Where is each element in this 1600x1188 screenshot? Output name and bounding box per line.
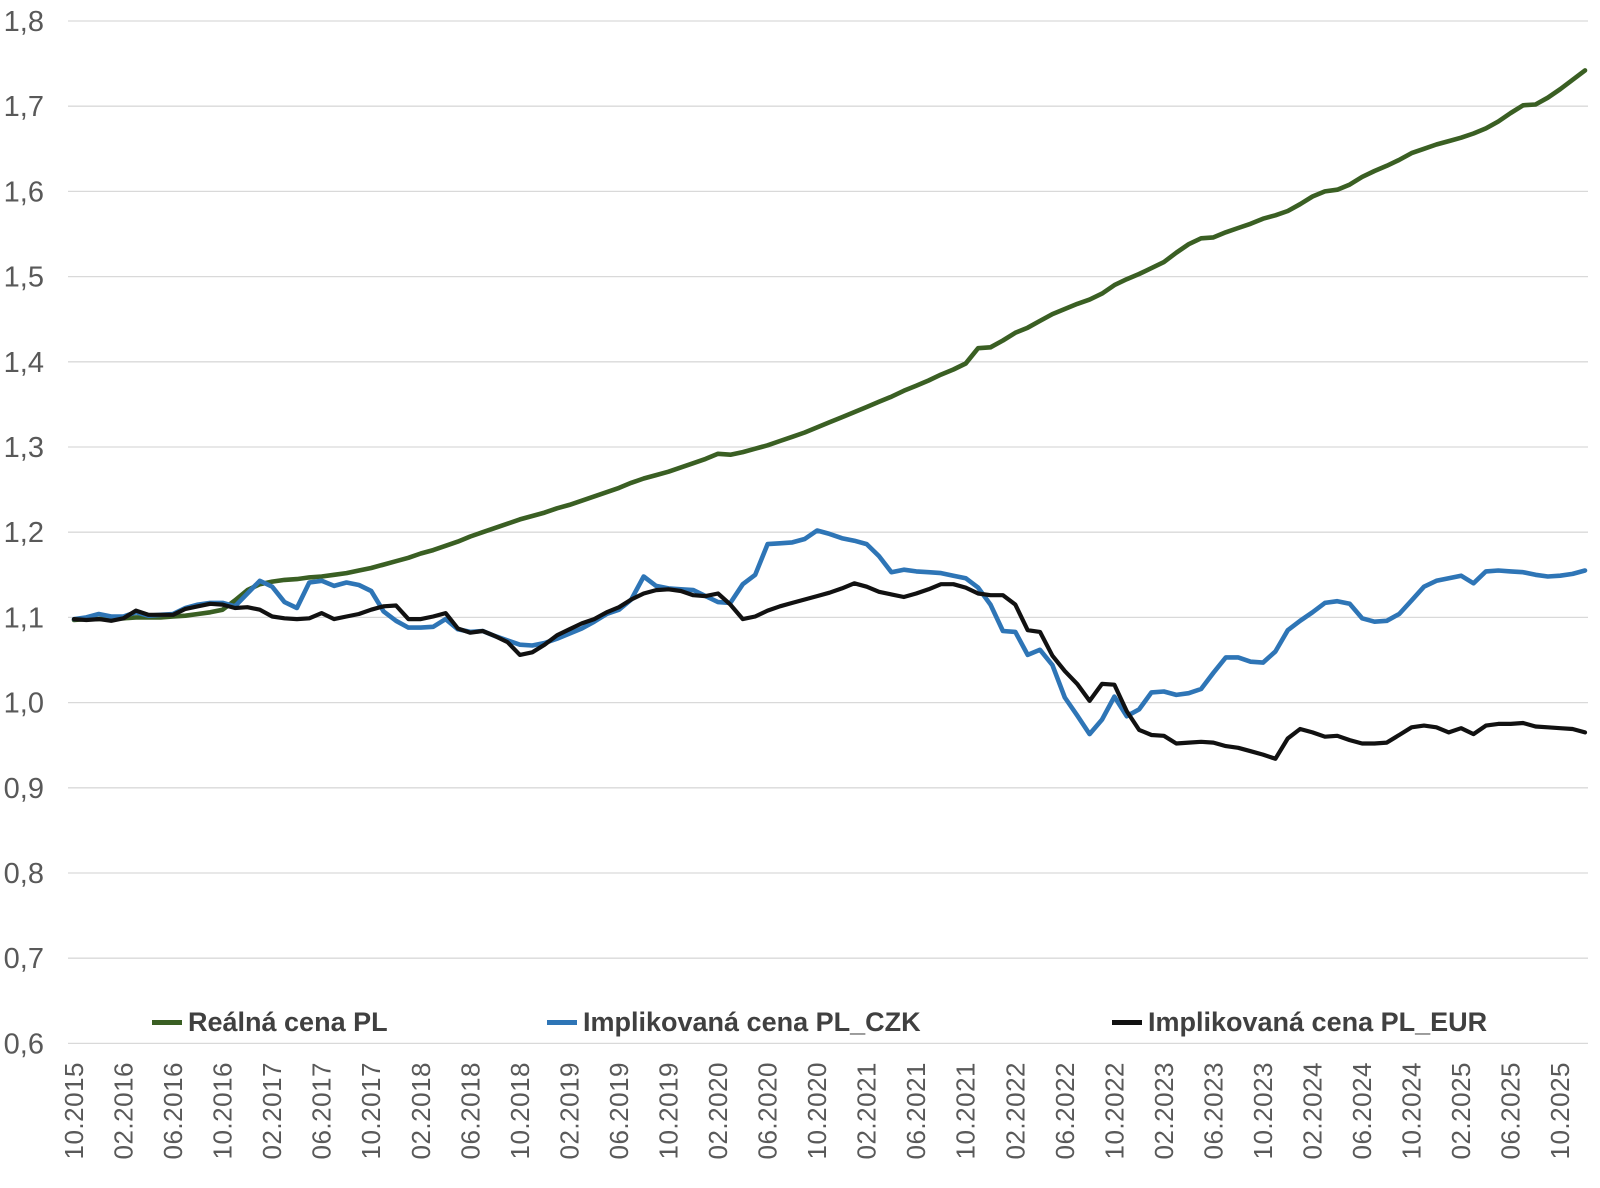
x-axis-tick: 10.2018 — [505, 1062, 535, 1159]
x-axis-tick: 10.2015 — [59, 1062, 89, 1159]
y-axis-tick: 1,3 — [4, 432, 44, 464]
x-axis-tick: 02.2019 — [554, 1062, 584, 1159]
x-axis-tick: 02.2025 — [1446, 1062, 1476, 1159]
y-axis-tick-labels: 1,8 1,7 1,6 1,5 1,4 1,3 1,2 1,1 1,0 0,9 0,8 0,7 0,6 — [4, 6, 44, 1060]
x-axis-tick: 10.2025 — [1545, 1062, 1575, 1159]
x-axis-tick: 06.2020 — [753, 1062, 783, 1159]
series-line-implikovan-cena-pl-eur — [71, 581, 1588, 761]
y-axis-tick: 1,1 — [4, 602, 44, 634]
y-axis-tick: 1,2 — [4, 517, 44, 549]
legend-label: Implikovaná cena PL_CZK — [583, 1006, 921, 1037]
series-line-re-ln-cena-pl — [71, 68, 1588, 623]
x-axis-tick: 06.2024 — [1347, 1062, 1377, 1159]
x-axis-tick: 10.2019 — [653, 1062, 683, 1159]
x-axis-tick: 10.2016 — [208, 1062, 238, 1159]
y-axis-tick: 1,4 — [4, 347, 44, 379]
legend-item-realna-cena-pl: Reálná cena PL — [152, 1002, 388, 1042]
y-axis-tick: 1,0 — [4, 688, 44, 720]
series-lines — [71, 68, 1588, 761]
legend-label: Implikovaná cena PL_EUR — [1148, 1006, 1488, 1037]
legend-item-implikovana-cena-pl-czk: Implikovaná cena PL_CZK — [547, 1002, 921, 1042]
x-axis-tick: 02.2021 — [852, 1062, 882, 1159]
y-axis-tick: 0,9 — [4, 773, 44, 805]
legend-swatch-blue — [547, 1019, 577, 1025]
x-axis-tick: 10.2021 — [951, 1062, 981, 1159]
x-axis-tick: 10.2022 — [1099, 1062, 1129, 1159]
x-axis-tick-labels: 10.2015 02.2016 06.2016 10.2016 02.2017 06.20… — [59, 1062, 1575, 1159]
x-axis-tick: 06.2021 — [901, 1062, 931, 1159]
x-axis-tick: 10.2017 — [356, 1062, 386, 1159]
x-axis-tick: 06.2017 — [307, 1062, 337, 1159]
x-axis-tick: 02.2016 — [109, 1062, 139, 1159]
y-axis-tick: 1,7 — [4, 91, 44, 123]
series-line-implikovan-cena-pl-czk — [71, 528, 1588, 737]
y-axis-tick: 0,7 — [4, 943, 44, 975]
y-axis-tick: 1,8 — [4, 6, 44, 38]
x-axis-tick: 02.2020 — [703, 1062, 733, 1159]
x-axis-tick: 02.2023 — [1149, 1062, 1179, 1159]
legend-swatch-green — [152, 1019, 182, 1025]
x-axis-tick: 02.2017 — [257, 1062, 287, 1159]
x-axis-tick: 06.2019 — [604, 1062, 634, 1159]
horizontal-gridlines — [68, 20, 1588, 1045]
y-axis-tick: 0,6 — [4, 1028, 44, 1060]
x-axis-tick: 06.2022 — [1050, 1062, 1080, 1159]
x-axis-tick: 06.2016 — [158, 1062, 188, 1159]
chart-legend: Reálná cena PL Implikovaná cena PL_CZK I… — [0, 1002, 1600, 1042]
legend-swatch-black — [1112, 1019, 1142, 1025]
y-axis-tick: 1,6 — [4, 176, 44, 208]
x-axis-tick: 02.2018 — [406, 1062, 436, 1159]
legend-label: Reálná cena PL — [188, 1006, 388, 1037]
x-axis-tick: 06.2018 — [455, 1062, 485, 1159]
legend-item-implikovana-cena-pl-eur: Implikovaná cena PL_EUR — [1112, 1002, 1487, 1042]
y-axis-tick: 0,8 — [4, 858, 44, 890]
x-axis-tick: 06.2023 — [1198, 1062, 1228, 1159]
y-axis-tick: 1,5 — [4, 262, 44, 294]
x-axis-tick: 10.2023 — [1248, 1062, 1278, 1159]
x-axis-tick: 06.2025 — [1496, 1062, 1526, 1159]
x-axis-tick: 10.2020 — [802, 1062, 832, 1159]
x-axis-tick: 10.2024 — [1397, 1062, 1427, 1159]
x-axis-tick: 02.2024 — [1298, 1062, 1328, 1159]
x-axis-tick: 02.2022 — [1000, 1062, 1030, 1159]
